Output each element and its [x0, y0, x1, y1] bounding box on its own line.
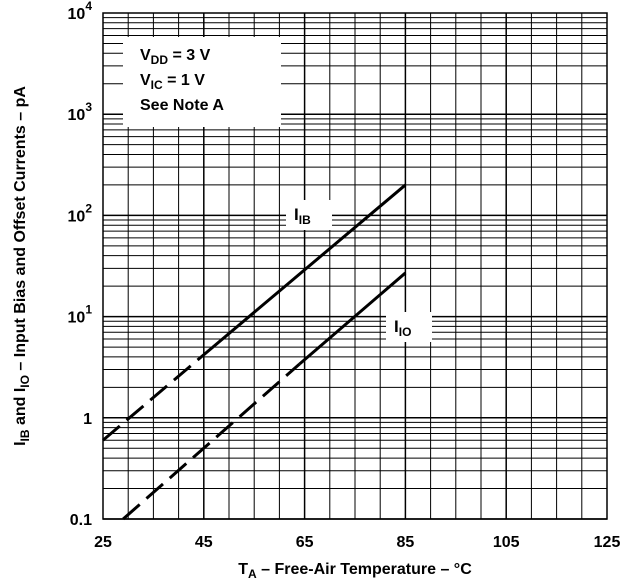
annotation-note: See Note A — [140, 97, 224, 114]
y-tick-label: 101 — [68, 303, 93, 327]
x-tick-label: 125 — [594, 534, 621, 551]
x-tick-labels: 25 45 65 85 105 125 — [94, 534, 620, 551]
series-line-ib-solid — [202, 183, 407, 356]
series-label-ib: IIB — [294, 205, 311, 227]
y-tick-label: 104 — [68, 0, 93, 23]
series-label-ib-bg — [286, 200, 332, 230]
annotation-vic: VIC = 1 V — [140, 72, 205, 92]
series-label-io: IIO — [394, 317, 411, 339]
y-tick-label: 1 — [83, 411, 92, 428]
x-tick-label: 105 — [493, 534, 520, 551]
series-line-io-solid — [298, 271, 407, 366]
series-label-io-bg — [386, 312, 432, 342]
y-tick-labels: 0.1 1 101 102 103 104 — [68, 0, 93, 529]
y-tick-label: 103 — [68, 100, 93, 124]
plot-frame — [102, 12, 608, 520]
x-axis-label: TA – Free-Air Temperature – °C — [238, 561, 472, 581]
x-tick-label: 65 — [296, 534, 314, 551]
y-tick-label: 0.1 — [70, 512, 92, 529]
x-tick-label: 25 — [94, 534, 112, 551]
condition-box — [123, 37, 281, 127]
x-tick-label: 85 — [397, 534, 415, 551]
series-group — [102, 183, 407, 521]
y-tick-label: 102 — [68, 201, 93, 225]
y-axis-label: IIB and IIO – Input Bias and Offset Curr… — [12, 86, 32, 446]
annotation-vdd: VDD = 3 V — [140, 47, 211, 67]
series-line-io-dashed — [122, 362, 301, 521]
x-tick-label: 45 — [195, 534, 213, 551]
series-line-ib-dashed — [102, 353, 205, 442]
